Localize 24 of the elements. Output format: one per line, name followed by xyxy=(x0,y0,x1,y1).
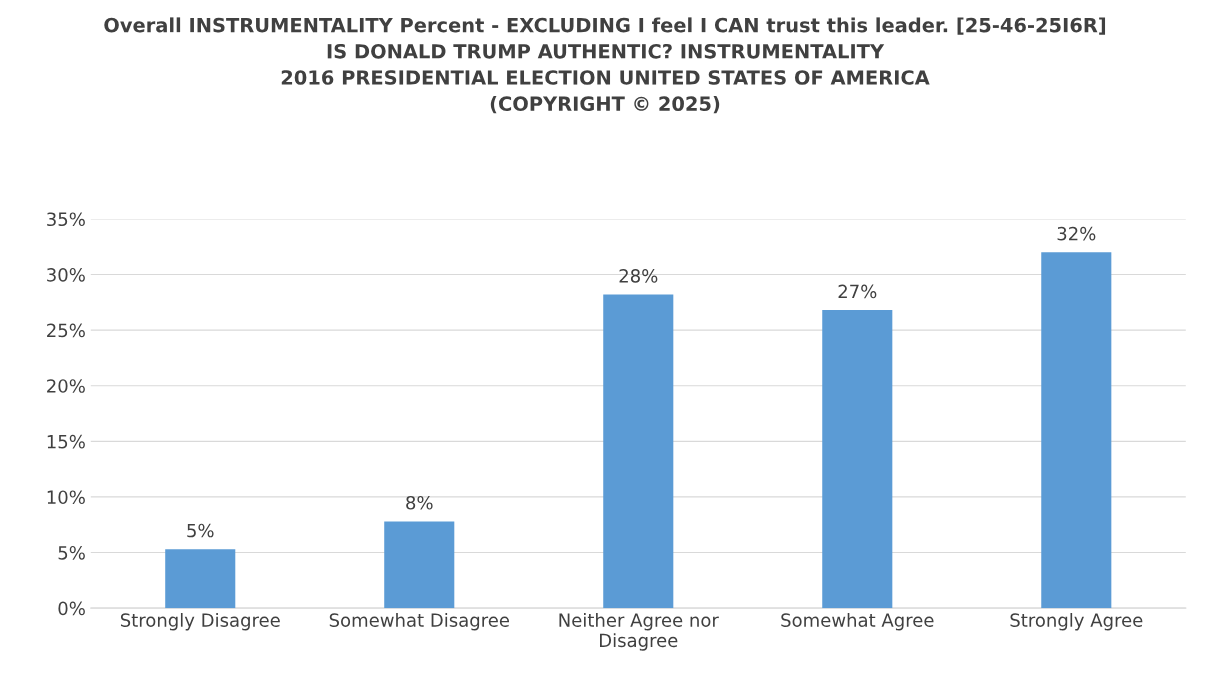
x-tick-label: Strongly Disagree xyxy=(120,612,280,631)
bar xyxy=(1041,252,1112,609)
data-label: 27% xyxy=(838,284,877,299)
y-tick-label: 0% xyxy=(58,601,85,616)
y-tick-label: 25% xyxy=(47,323,85,338)
y-tick-label: 15% xyxy=(47,434,85,449)
x-tick-label: Neither Agree nor Disagree xyxy=(559,612,719,651)
bar xyxy=(822,310,893,609)
y-tick-label: 20% xyxy=(47,379,85,393)
bar xyxy=(384,521,455,609)
data-label: 5% xyxy=(187,523,214,538)
x-tick-label: Strongly Agree xyxy=(1010,612,1143,631)
y-tick-label: 5% xyxy=(58,545,85,560)
x-tick-label: Somewhat Disagree xyxy=(329,612,509,631)
data-label: 28% xyxy=(619,269,658,283)
y-tick-label: 30% xyxy=(47,267,85,282)
x-tick-label: Somewhat Agree xyxy=(781,612,934,631)
chart-title: Overall INSTRUMENTALITY Percent - EXCLUDING I feel I CAN trust this leader. [25-46-25I6R] IS DONALD TRUMP AUTHENTIC? INSTRUMENTALITY 2016 PRESIDENTIAL ELECTION UNITED STATES OF AMERICA (COPYRIGHT © 2025) xyxy=(104,17,1106,114)
data-label: 32% xyxy=(1057,226,1096,241)
y-tick-label: 10% xyxy=(47,490,85,505)
bar xyxy=(165,549,236,609)
bar xyxy=(603,294,674,609)
data-label: 8% xyxy=(406,495,433,510)
y-tick-label: 35% xyxy=(47,212,85,227)
